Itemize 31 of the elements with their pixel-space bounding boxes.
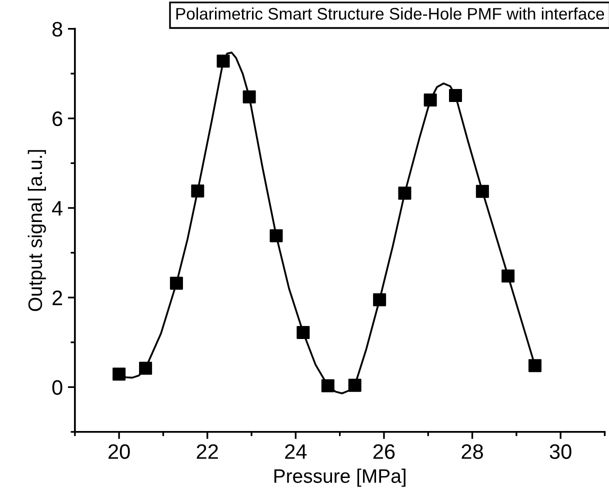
x-tick-label: 26: [373, 444, 395, 459]
point: [191, 184, 204, 198]
y-tick-label: 4: [52, 201, 62, 216]
y-tick-label: 2: [52, 290, 62, 306]
x-tick-label: 22: [196, 444, 218, 459]
point: [242, 90, 256, 104]
point: [216, 54, 230, 68]
y-tick-label: 0: [52, 380, 62, 395]
point: [528, 359, 542, 372]
y-tick-label: 6: [52, 111, 62, 126]
point: [348, 378, 362, 392]
x-tick-label: 28: [462, 444, 483, 459]
x-tick-label: 24: [285, 444, 307, 459]
point: [170, 276, 183, 290]
point: [448, 89, 462, 102]
x-tick-label: 30: [550, 444, 572, 459]
y-axis-title: Output signal [a.u.]: [28, 150, 46, 312]
point: [502, 270, 515, 283]
point: [112, 368, 126, 381]
point: [296, 326, 310, 339]
y-tick-label: 8: [52, 22, 62, 37]
x-tick-label: 20: [108, 444, 130, 459]
point: [398, 186, 412, 200]
point: [424, 94, 437, 107]
x-axis-title: Pressure [MPa]: [274, 468, 406, 487]
point: [321, 379, 334, 392]
point: [139, 362, 152, 375]
point: [476, 184, 489, 198]
chart-title: Polarimetric Smart Structure Side-Hole PMF with interface: [176, 7, 604, 20]
point: [270, 229, 283, 242]
point: [373, 293, 386, 306]
